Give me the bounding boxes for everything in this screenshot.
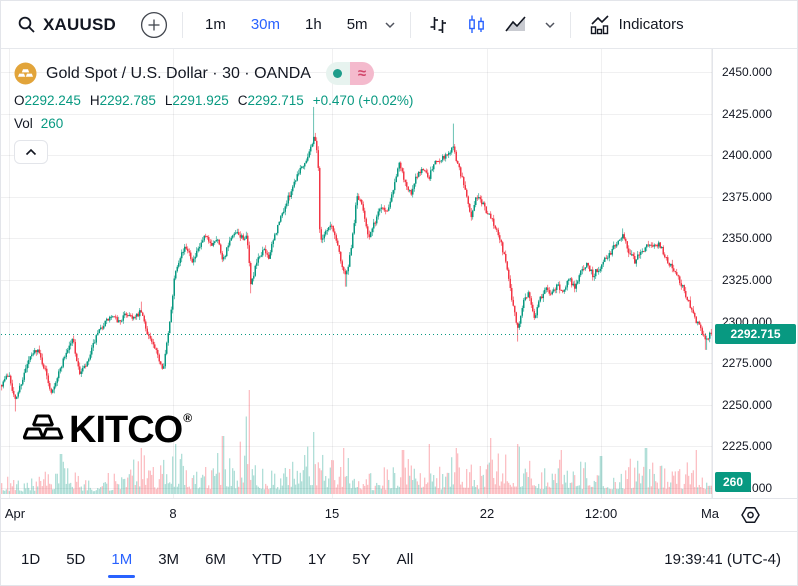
price-tick-label: 2375.000 bbox=[722, 189, 773, 204]
ohlc-row: O2292.245 H2292.785 L2291.925 C2292.715 +0.4… bbox=[14, 93, 413, 108]
range-button-3M[interactable]: 3M bbox=[158, 551, 180, 568]
range-button-5Y[interactable]: 5Y bbox=[352, 551, 371, 568]
interval-button-1h[interactable]: 1h bbox=[305, 16, 322, 33]
toolbar-divider bbox=[409, 11, 411, 38]
indicators-button[interactable]: Indicators bbox=[587, 13, 684, 37]
kitco-gold-bars-icon bbox=[23, 412, 65, 446]
delayed-data-icon: ≈ bbox=[349, 62, 374, 85]
indicators-icon bbox=[587, 13, 612, 37]
hexagon-settings-icon[interactable] bbox=[739, 504, 762, 526]
plus-circle-icon[interactable] bbox=[140, 11, 168, 39]
clock: 19:39:41 (UTC-4) bbox=[664, 551, 781, 568]
toolbar-divider bbox=[182, 11, 183, 38]
ohlc-value: 2292.785 bbox=[99, 93, 156, 108]
volume-label: Vol bbox=[14, 116, 33, 131]
registered-mark: ® bbox=[183, 411, 193, 425]
chart-legend: Gold Spot / U.S. Dollar · 30 · OANDA ≈ O… bbox=[14, 62, 413, 164]
ohlc-value: 2291.925 bbox=[172, 93, 229, 108]
collapse-legend-button[interactable] bbox=[14, 140, 48, 164]
current-price-badge: 2292.715 bbox=[715, 323, 796, 344]
price-tick-label: 2350.000 bbox=[722, 231, 773, 246]
volume-badge: 260 bbox=[715, 472, 752, 492]
chevron-down-icon[interactable] bbox=[384, 19, 396, 31]
ohlc-l: L2291.925 bbox=[165, 93, 229, 108]
range-button-1M[interactable]: 1M bbox=[108, 551, 136, 578]
time-tick-label: 22 bbox=[479, 506, 495, 521]
data-status-dot bbox=[325, 62, 350, 85]
ohlc-letter: C bbox=[237, 93, 248, 108]
ohlc-c: C2292.715 bbox=[238, 93, 304, 108]
price-chart-canvas[interactable] bbox=[1, 49, 712, 498]
chart-style-buttons bbox=[427, 13, 556, 36]
time-tick-label: 8 bbox=[169, 506, 177, 521]
chart-title[interactable]: Gold Spot / U.S. Dollar · 30 · OANDA bbox=[46, 64, 311, 82]
top-toolbar: XAUUSD 1m 30m 1h 5m bbox=[1, 1, 797, 49]
range-button-6M[interactable]: 6M bbox=[205, 551, 226, 568]
interval-buttons: 1m 30m 1h 5m bbox=[203, 14, 370, 35]
ohlc-letter: H bbox=[89, 93, 100, 108]
volume-value: 260 bbox=[40, 116, 64, 131]
price-tick-label: 2400.000 bbox=[722, 148, 773, 163]
indicators-label: Indicators bbox=[618, 16, 684, 33]
range-button-1Y[interactable]: 1Y bbox=[307, 551, 327, 568]
price-tick-label: 2275.000 bbox=[722, 356, 773, 371]
time-tick-label: Apr bbox=[4, 506, 26, 521]
ohlc-letter: O bbox=[14, 93, 25, 108]
chart-area: Gold Spot / U.S. Dollar · 30 · OANDA ≈ O… bbox=[1, 49, 797, 531]
bars-style-icon[interactable] bbox=[427, 13, 450, 36]
toolbar-divider bbox=[569, 11, 571, 38]
price-tick-label: 2450.000 bbox=[722, 65, 773, 79]
bottom-toolbar: 1D 5D 1M 3M 6M YTD 1Y 5Y All 19:39:41 (UTC-4) bbox=[1, 531, 797, 585]
ohlc-letter: L bbox=[164, 93, 173, 108]
interval-button-1m[interactable]: 1m bbox=[205, 16, 226, 33]
range-button-All[interactable]: All bbox=[396, 551, 414, 568]
ohlc-value: 2292.715 bbox=[247, 93, 304, 108]
time-tick-label: Ma bbox=[700, 506, 720, 521]
kitco-logo: KITCO ® bbox=[23, 409, 193, 451]
interval-button-5m[interactable]: 5m bbox=[346, 16, 368, 33]
volume-row: Vol 260 bbox=[14, 116, 413, 131]
range-button-5D[interactable]: 5D bbox=[66, 551, 86, 568]
kitco-wordmark: KITCO bbox=[69, 409, 183, 451]
range-button-YTD[interactable]: YTD bbox=[251, 551, 282, 568]
range-button-1D[interactable]: 1D bbox=[21, 551, 41, 568]
range-buttons: 1D 5D 1M 3M 6M YTD 1Y 5Y All bbox=[20, 549, 414, 578]
market-status-pill[interactable]: ≈ bbox=[325, 62, 374, 85]
time-tick-label: 12:00 bbox=[584, 506, 618, 521]
price-tick-label: 2425.000 bbox=[722, 106, 773, 121]
candles-style-icon[interactable] bbox=[465, 13, 488, 36]
time-tick-label: 15 bbox=[324, 506, 340, 521]
price-axis[interactable]: 2292.715 260 2450.000 2425.000 2400.000 237… bbox=[712, 49, 797, 498]
symbol-name[interactable]: XAUUSD bbox=[43, 14, 116, 34]
ohlc-o: O2292.245 bbox=[14, 93, 81, 108]
search-icon[interactable] bbox=[17, 15, 36, 34]
chevron-down-icon[interactable] bbox=[544, 19, 556, 31]
interval-button-30m[interactable]: 30m bbox=[250, 16, 281, 33]
ohlc-h: H2292.785 bbox=[90, 93, 156, 108]
price-tick-label: 2225.000 bbox=[722, 439, 773, 454]
price-change: +0.470 (+0.02%) bbox=[312, 93, 414, 108]
price-tick-label: 2250.000 bbox=[722, 397, 773, 412]
gold-symbol-icon bbox=[14, 62, 37, 85]
time-axis[interactable]: Apr 8 15 22 12:00 Ma bbox=[1, 498, 797, 531]
price-tick-label: 2325.000 bbox=[722, 273, 773, 287]
area-style-icon[interactable] bbox=[503, 13, 529, 36]
ohlc-value: 2292.245 bbox=[24, 93, 81, 108]
